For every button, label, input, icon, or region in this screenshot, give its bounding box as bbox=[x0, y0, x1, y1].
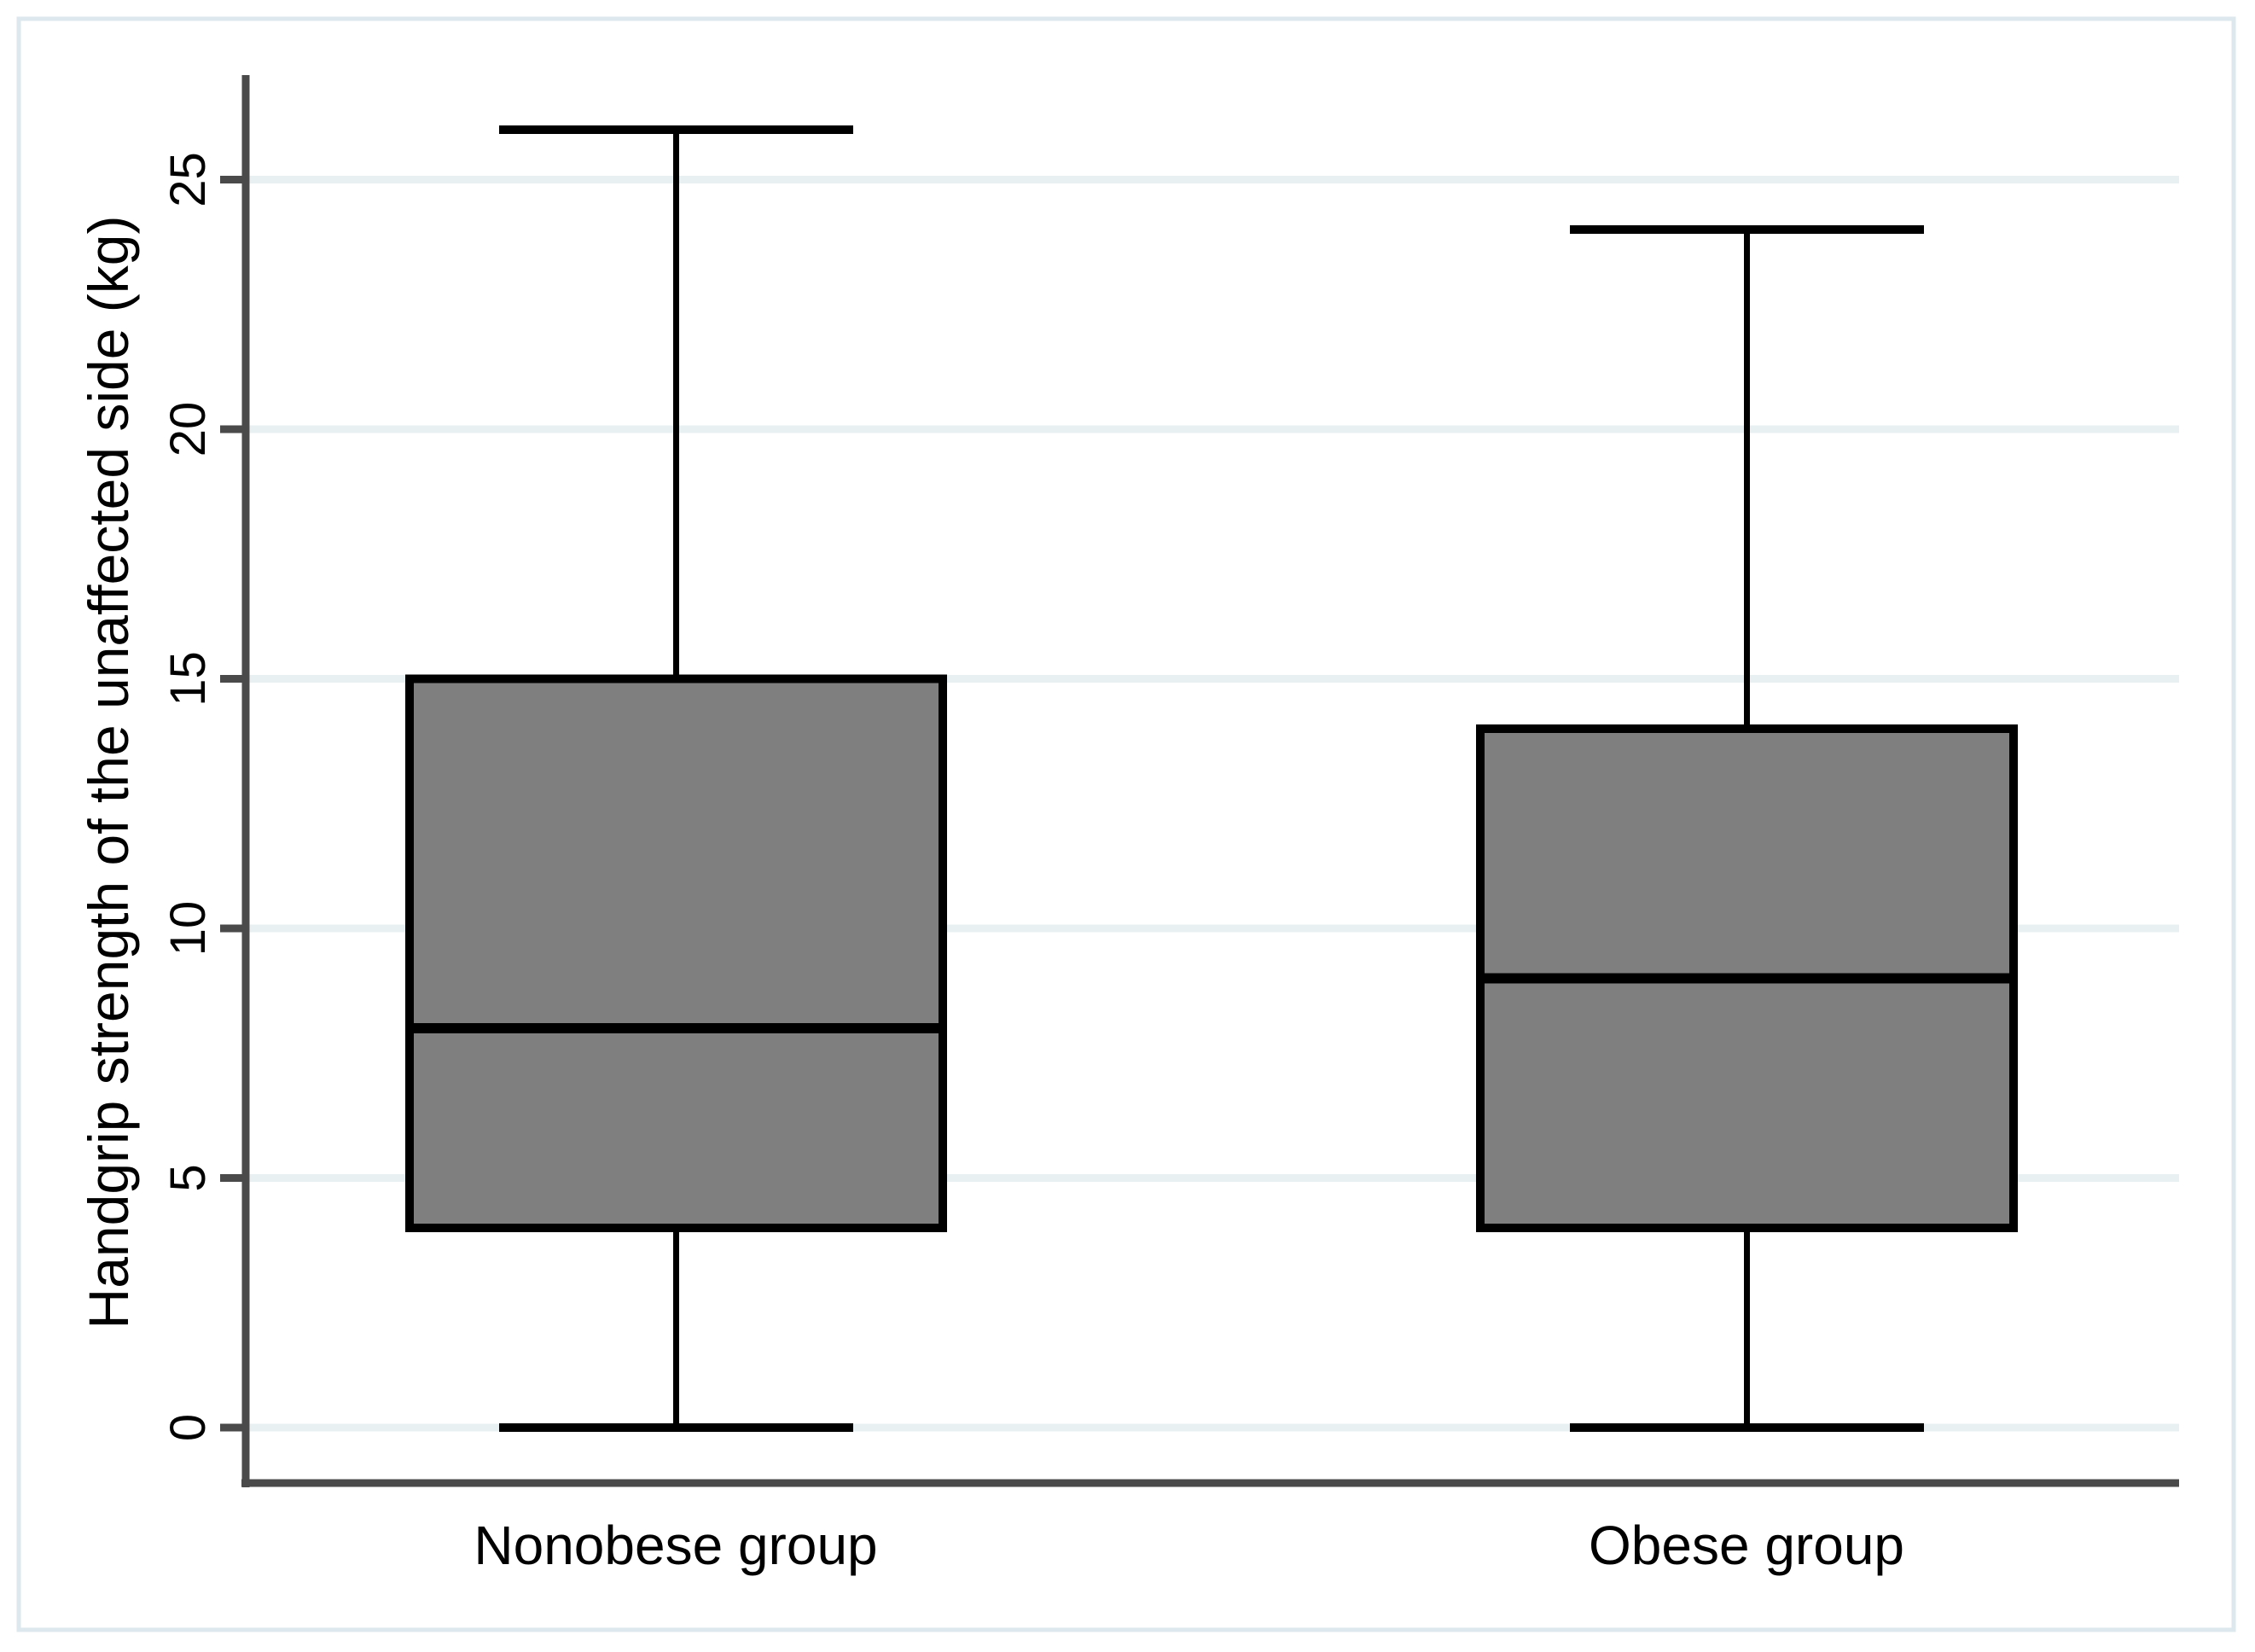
y-tick-label-25: 25 bbox=[160, 152, 216, 207]
y-axis-ticks: 0 5 10 15 20 25 bbox=[160, 152, 246, 1441]
y-tick-label-20: 20 bbox=[160, 402, 216, 457]
x-category-label-obese: Obese group bbox=[1589, 1515, 1904, 1576]
y-tick-label-0: 0 bbox=[160, 1414, 216, 1441]
iqr-box bbox=[405, 674, 947, 1232]
boxplot-series bbox=[405, 125, 2018, 1432]
y-tick-label-10: 10 bbox=[160, 901, 216, 957]
boxplot-nonobese bbox=[405, 125, 947, 1432]
boxplot-obese bbox=[1476, 225, 2018, 1432]
y-axis-title: Handgrip strength of the unaffected side… bbox=[77, 216, 140, 1329]
x-category-label-nonobese: Nonobese group bbox=[474, 1515, 877, 1576]
figure-border bbox=[16, 16, 2236, 1632]
y-tick-label-5: 5 bbox=[160, 1164, 216, 1191]
y-tick-label-15: 15 bbox=[160, 651, 216, 707]
